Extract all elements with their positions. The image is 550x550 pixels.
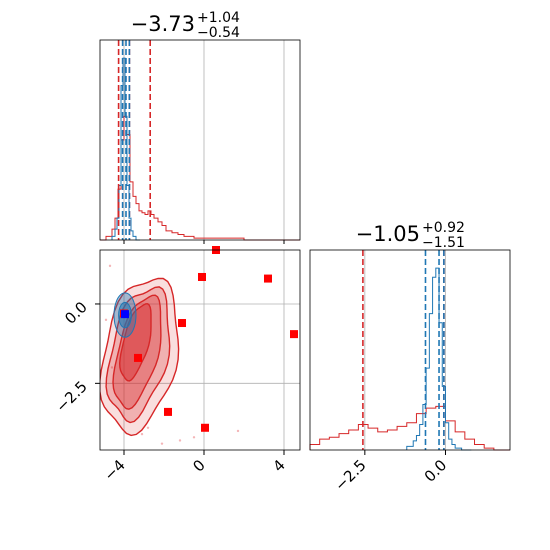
square-marker: [290, 330, 298, 339]
truth-marker: [121, 310, 129, 319]
svg-text:+1.04: +1.04: [197, 10, 240, 26]
svg-text:−3.73: −3.73: [131, 12, 195, 36]
contour-red: [118, 303, 152, 382]
y-tick-label-param2: 0.0: [61, 298, 91, 328]
svg-text:+0.92: +0.92: [422, 220, 465, 236]
sample-dot: [192, 436, 196, 439]
x-tick-label-param2: −2.5: [331, 456, 369, 494]
param2-title: −1.05 +0.92 −1.51: [356, 220, 465, 251]
sample-dot: [110, 366, 114, 369]
x-tick-label-param1: −4: [100, 456, 128, 484]
svg-text:−1.05: −1.05: [356, 222, 420, 246]
square-marker: [178, 319, 186, 328]
joint-density-panel: [99, 246, 301, 451]
svg-text:−0.54: −0.54: [197, 25, 240, 41]
square-marker: [201, 423, 209, 432]
hist2-frame: [309, 249, 511, 451]
sample-dot: [146, 426, 150, 429]
square-marker: [164, 407, 172, 416]
hist-param1: [99, 39, 301, 241]
hist2-blue-step: [406, 267, 472, 451]
square-marker: [134, 353, 142, 362]
sample-dot: [104, 318, 108, 322]
sample-dot: [160, 442, 164, 445]
sample-dot: [178, 439, 182, 442]
contour-red: [112, 294, 162, 410]
hist2-red-step: [309, 405, 510, 451]
density-contours: [100, 264, 240, 445]
y-tick-label-param2: −2.5: [52, 377, 90, 415]
svg-text:−1.51: −1.51: [422, 235, 465, 251]
x-tick-label-param1: 0: [189, 456, 208, 475]
hist1-frame: [99, 39, 301, 241]
x-tick-label-param1: 4: [269, 456, 288, 475]
sample-dot: [236, 429, 240, 433]
hist1-blue-step: [111, 57, 140, 241]
sample-dot: [140, 432, 144, 436]
sample-dot: [108, 264, 112, 268]
square-marker: [264, 274, 272, 283]
x-tick-label-param2: 0.0: [421, 456, 451, 486]
hist-param2: [309, 249, 511, 451]
param1-title: −3.73 +1.04 −0.54: [131, 10, 240, 41]
joint-frame: [99, 249, 301, 451]
square-marker: [198, 272, 206, 281]
